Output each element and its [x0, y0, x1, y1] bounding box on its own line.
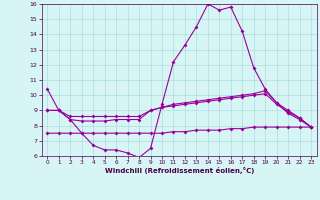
- X-axis label: Windchill (Refroidissement éolien,°C): Windchill (Refroidissement éolien,°C): [105, 167, 254, 174]
